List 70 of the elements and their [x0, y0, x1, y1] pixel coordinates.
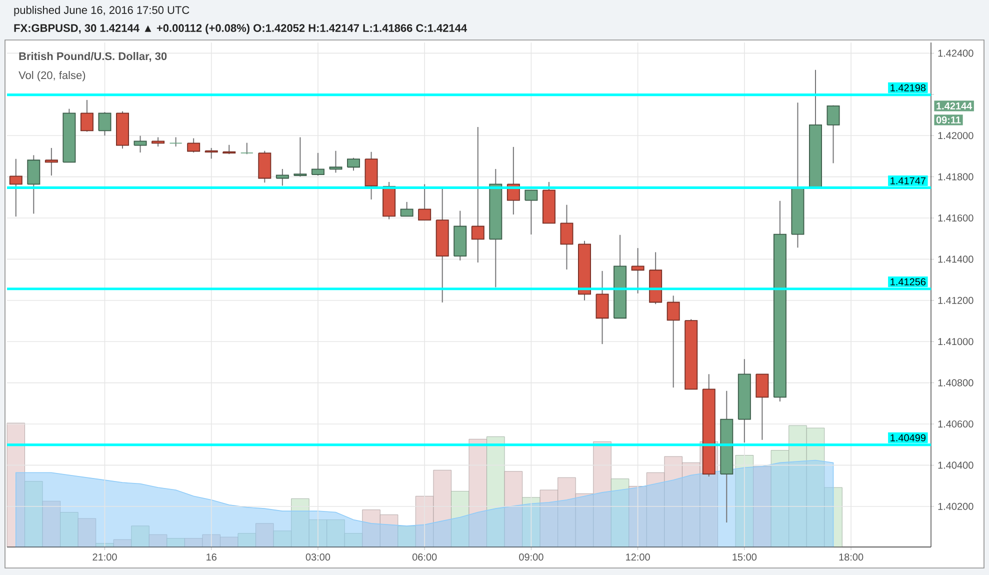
candlestick	[329, 150, 342, 174]
x-tick-label: 12:00	[626, 554, 650, 561]
candlestick	[347, 157, 360, 172]
candlestick	[524, 190, 538, 235]
bar	[610, 478, 630, 548]
candlestick	[596, 270, 609, 345]
y-tick-label: 1.40400	[938, 462, 974, 469]
candlestick	[666, 295, 680, 388]
bar	[522, 497, 540, 548]
candlestick	[9, 158, 22, 218]
candlestick	[400, 201, 414, 217]
y-tick-label: 1.41200	[938, 296, 974, 304]
x-tick-label: 21:00	[92, 554, 117, 561]
y-tick-label: 1.40600	[938, 420, 974, 428]
y-tick-label: 1.41000	[938, 338, 974, 346]
bar	[486, 436, 505, 548]
bar	[148, 534, 168, 548]
candlestick	[294, 136, 307, 178]
text: 09:11	[936, 116, 961, 124]
bar	[735, 455, 754, 548]
x-tick-label: 18:00	[839, 554, 864, 561]
candlestick	[631, 248, 644, 294]
chart-title: Vol (20, false)	[18, 71, 86, 82]
chart-title: FX:GBPUSD, 30 1.42144 ▲ +0.00112 (+0.08%) O:1.42052 H:1.42147 L:1.41866 C:1.42144	[14, 24, 468, 34]
candlestick	[240, 142, 254, 155]
x-tick-label: 03:00	[306, 554, 330, 561]
candlestick	[169, 136, 182, 148]
candlestick	[276, 168, 289, 186]
candlestick	[826, 104, 840, 164]
bar	[131, 526, 150, 548]
bar	[256, 523, 274, 548]
candlestick	[560, 204, 574, 270]
bar	[60, 512, 78, 548]
bar	[166, 538, 185, 548]
candlestick	[80, 99, 94, 132]
text: published June 16, 2016 17:50 UTC	[14, 6, 190, 16]
candlestick	[152, 136, 165, 148]
candlestick	[471, 126, 484, 263]
y-tick-label: 1.41600	[938, 214, 974, 222]
ref-line-label: 1.42198	[890, 84, 926, 92]
x-tick-label: 16	[206, 554, 216, 561]
text: 1.42144	[936, 102, 972, 110]
y-tick-label: 1.41400	[938, 256, 974, 263]
bar	[398, 526, 416, 548]
y-tick-label: 1.42000	[938, 132, 974, 140]
x-tick-label: 09:00	[519, 554, 544, 561]
text: British Pound/U.S. Dollar, 30	[19, 52, 167, 62]
y-tick-label: 1.41800	[938, 173, 974, 180]
candlestick	[98, 112, 112, 136]
candlestick	[311, 152, 324, 176]
bar	[113, 539, 132, 548]
candlestick	[134, 135, 147, 153]
candlestick	[44, 147, 58, 176]
y-tick-label: 1.42400	[938, 50, 974, 57]
candlestick	[187, 138, 200, 153]
bar	[24, 481, 43, 548]
candlestick	[204, 147, 218, 160]
bar	[238, 533, 256, 548]
bar	[451, 491, 470, 548]
candlestick	[756, 374, 769, 440]
candlestick	[418, 184, 432, 221]
y-tick-label: 1.40800	[938, 379, 974, 386]
candlestick	[222, 144, 236, 155]
ref-line-label: 1.40499	[890, 434, 926, 442]
ref-line-label: 1.41256	[890, 278, 926, 286]
x-tick-label: 15:00	[732, 554, 757, 561]
ref-line-label: 1.41747	[890, 177, 926, 184]
x-tick-label: 06:00	[412, 554, 437, 561]
bar	[78, 518, 96, 548]
y-tick-label: 1.40200	[938, 502, 974, 510]
